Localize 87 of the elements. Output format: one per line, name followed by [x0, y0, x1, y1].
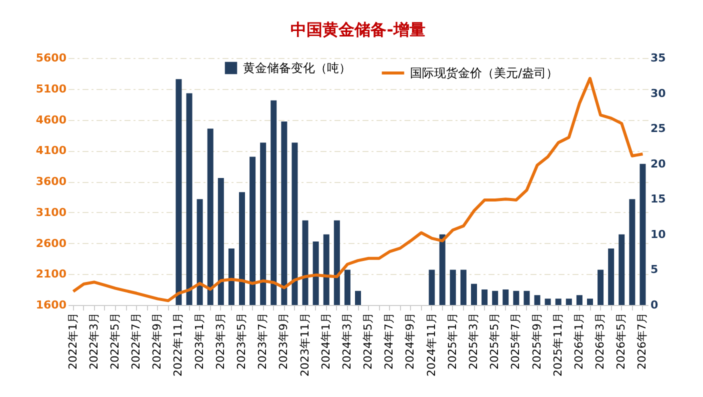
y2-tick-label: 15 [650, 192, 666, 206]
x-tick-label: 2023年9月 [277, 312, 290, 370]
bar [176, 79, 182, 305]
y2-tick-label: 25 [650, 122, 666, 136]
x-tick-label: 2024年1月 [319, 312, 332, 370]
x-tick-label: 2024年3月 [340, 312, 354, 370]
x-tick-label: 2025年7月 [509, 312, 522, 370]
bar [513, 290, 520, 305]
y-tick-label: 2600 [36, 236, 67, 250]
bar [334, 220, 340, 305]
x-tick-label: 2026年1月 [572, 312, 586, 370]
x-tick-label: 2024年11月 [424, 312, 438, 376]
bar [598, 270, 604, 305]
bar [460, 270, 466, 305]
bar [492, 290, 498, 305]
x-tick-label: 2025年11月 [551, 312, 564, 376]
y2-tick-label: 35 [650, 52, 666, 64]
bar [524, 290, 530, 305]
bar [544, 298, 551, 305]
bar [302, 220, 308, 305]
bar [281, 122, 288, 305]
y-tick-label: 1600 [36, 298, 67, 312]
y2-tick-label: 0 [650, 298, 658, 312]
x-tick-label: 2023年7月 [256, 312, 270, 370]
y2-tick-label: 5 [650, 263, 658, 276]
x-tick-label: 2022年3月 [87, 312, 100, 370]
bar [270, 100, 277, 305]
x-tick-label: 2025年9月 [530, 312, 544, 370]
x-tick-label: 2024年9月 [404, 312, 417, 370]
bar [534, 295, 540, 305]
legend-label: 黄金储备变化（吨） [243, 61, 351, 75]
bar [218, 178, 224, 305]
x-tick-label: 2024年5月 [362, 312, 375, 370]
x-tick-label: 2022年1月 [66, 312, 80, 370]
x-tick-label: 2026年5月 [614, 312, 628, 370]
bar [576, 295, 582, 305]
x-tick-label: 2023年5月 [235, 312, 248, 370]
bar [618, 234, 625, 305]
x-tick-label: 2022年11月 [172, 312, 185, 376]
bar [186, 93, 192, 305]
x-tick-label: 2024年7月 [382, 312, 396, 370]
x-tick-label: 2025年3月 [467, 312, 480, 370]
bar [292, 142, 298, 305]
y-tick-label: 4600 [36, 113, 67, 126]
x-tick-label: 2023年3月 [214, 312, 227, 370]
x-tick-label: 2026年3月 [594, 312, 607, 370]
bar [555, 298, 562, 305]
bar [344, 270, 350, 305]
x-tick-label: 2025年1月 [446, 312, 459, 370]
y-tick-label: 3600 [36, 175, 67, 188]
y2-tick-label: 20 [650, 157, 666, 170]
x-tick-label: 2026年7月 [636, 312, 649, 370]
y-tick-label: 3100 [36, 206, 67, 219]
bar [502, 289, 509, 305]
chart-title: 中国黄金储备-增量 [290, 20, 426, 39]
bar [566, 298, 572, 305]
bar [640, 164, 646, 305]
bar [196, 199, 203, 305]
bar [629, 199, 636, 305]
bar [239, 192, 245, 305]
x-tick-label: 2022年5月 [108, 312, 122, 370]
y2-tick-label: 30 [650, 86, 666, 100]
bar [228, 248, 234, 305]
bar [439, 234, 446, 305]
y-tick-label: 4100 [36, 144, 67, 158]
bar [608, 248, 614, 305]
legend-label: 国际现货金价（美元/盎司） [410, 66, 558, 80]
bar [482, 289, 488, 305]
y-tick-label: 5600 [36, 52, 67, 64]
bar [323, 234, 330, 305]
x-tick-label: 2023年1月 [192, 312, 206, 370]
bar [450, 270, 456, 305]
y-tick-label: 5100 [36, 82, 67, 96]
x-tick-label: 2022年9月 [150, 312, 164, 370]
bar [207, 128, 214, 305]
bar [312, 241, 319, 305]
bar [428, 270, 435, 305]
x-tick-label: 2025年5月 [488, 312, 502, 370]
x-tick-label: 2023年11月 [298, 312, 312, 376]
bar [355, 290, 361, 305]
bar [471, 284, 477, 305]
bar [250, 156, 256, 305]
y-tick-label: 2100 [36, 268, 67, 281]
bar [260, 142, 266, 305]
bar [587, 298, 593, 305]
y2-tick-label: 10 [650, 228, 666, 241]
x-tick-label: 2022年7月 [130, 312, 143, 370]
